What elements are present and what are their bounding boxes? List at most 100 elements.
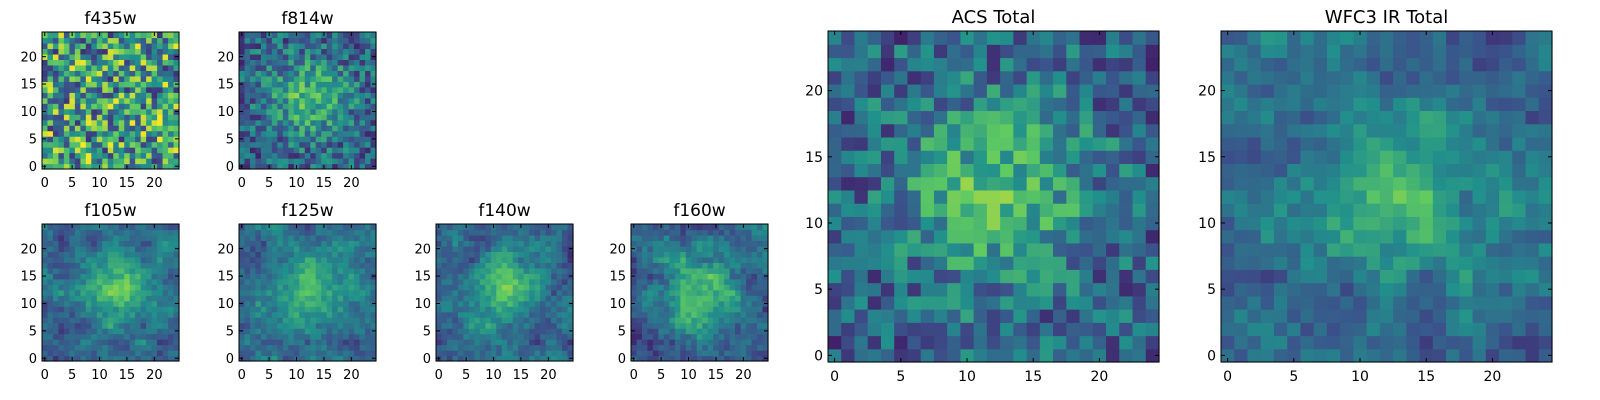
heatmap-cell — [310, 81, 317, 88]
heatmap-cell — [485, 224, 492, 231]
heatmap-cell — [113, 119, 120, 126]
heatmap-cell — [255, 229, 262, 236]
heatmap-cell — [129, 75, 136, 82]
heatmap-cell — [239, 59, 246, 66]
heatmap-cell — [124, 300, 131, 307]
heatmap-cell — [326, 300, 333, 307]
heatmap-cell — [718, 284, 725, 291]
heatmap-cell — [146, 103, 153, 110]
heatmap-cell — [85, 333, 92, 340]
heatmap-cell — [255, 295, 262, 302]
heatmap-cell — [365, 300, 372, 307]
heatmap-cell — [42, 267, 49, 274]
heatmap-cell — [512, 300, 519, 307]
heatmap-cell — [647, 251, 654, 258]
heatmap-cell — [80, 108, 87, 115]
heatmap-cell — [310, 311, 317, 318]
heatmap-cell — [762, 278, 769, 285]
heatmap-cell — [52, 32, 60, 39]
heatmap-cell — [146, 48, 153, 55]
heatmap-cell — [707, 317, 714, 324]
heatmap-cell — [146, 333, 153, 340]
heatmap-cell — [47, 339, 54, 346]
heatmap-cell — [1512, 216, 1527, 231]
heatmap-cell — [239, 130, 246, 137]
heatmap-cell — [74, 81, 81, 88]
heatmap-cell — [107, 333, 114, 340]
heatmap-cell — [490, 256, 497, 263]
heatmap-cell — [680, 355, 687, 362]
heatmap-cell — [724, 306, 731, 313]
heatmap-cell — [52, 37, 60, 44]
heatmap-cell — [52, 64, 60, 71]
heatmap-cell — [729, 317, 736, 324]
heatmap-cell — [479, 240, 486, 247]
heatmap-cell — [474, 229, 481, 236]
heatmap-cell — [370, 262, 377, 269]
heatmap-cell — [348, 136, 355, 143]
heatmap-cell — [663, 245, 670, 252]
heatmap-cell — [702, 224, 709, 231]
heatmap-cell — [441, 355, 448, 362]
heatmap-cell — [107, 75, 114, 82]
heatmap-cell — [282, 141, 289, 148]
heatmap-cell — [63, 42, 70, 50]
heatmap-cell — [315, 32, 322, 39]
heatmap-cell — [321, 114, 328, 121]
y-tick: 20 — [20, 50, 179, 65]
heatmap-cell — [490, 317, 497, 324]
heatmap-cell — [168, 355, 175, 362]
heatmap-cell — [1446, 269, 1460, 284]
heatmap-cell — [485, 317, 492, 324]
heatmap-cell — [146, 289, 153, 296]
heatmap-cell — [96, 273, 103, 280]
heatmap-cell — [534, 333, 541, 340]
heatmap-cell — [1379, 282, 1394, 297]
heatmap-cell — [304, 81, 311, 88]
heatmap-cell — [332, 108, 339, 115]
heatmap-cell — [310, 350, 317, 357]
heatmap-cell — [140, 119, 147, 126]
heatmap-cell — [757, 350, 764, 357]
heatmap-cell — [304, 42, 311, 50]
heatmap-cell — [441, 328, 448, 335]
heatmap-cell — [729, 333, 736, 340]
heatmap-cell — [135, 48, 142, 55]
heatmap-cell — [118, 125, 125, 132]
heatmap-cell — [685, 256, 692, 263]
heatmap-cell — [1485, 229, 1500, 244]
heatmap-cell — [310, 240, 317, 247]
heatmap-cell — [370, 256, 377, 263]
heatmap-cell — [162, 108, 169, 115]
heatmap-cell — [282, 64, 289, 71]
heatmap-cell — [157, 339, 164, 346]
heatmap-cell — [512, 333, 519, 340]
heatmap-cell — [685, 251, 692, 258]
heatmap-cell — [1260, 189, 1275, 204]
heatmap-cell — [124, 130, 131, 137]
heatmap-cell — [255, 328, 262, 335]
heatmap-cell — [729, 339, 736, 346]
heatmap-cell — [63, 75, 70, 82]
heatmap-cell — [151, 322, 158, 329]
heatmap-cell — [271, 322, 278, 329]
heatmap-cell — [540, 322, 547, 329]
heatmap-cell — [512, 267, 519, 274]
heatmap-cell — [239, 147, 246, 154]
heatmap-cell — [468, 322, 475, 329]
heatmap-cell — [1247, 348, 1262, 363]
heatmap-cell — [556, 317, 563, 324]
heatmap-cell — [326, 103, 333, 110]
heatmap-cell — [96, 229, 103, 236]
heatmap-cell — [757, 267, 764, 274]
heatmap-cell — [354, 229, 361, 236]
heatmap-cell — [310, 147, 317, 154]
heatmap-cell — [348, 64, 355, 71]
heatmap-cell — [326, 317, 333, 324]
heatmap-cell — [685, 289, 692, 296]
heatmap-cell — [271, 53, 278, 60]
heatmap-cell — [540, 251, 547, 258]
heatmap-cell — [463, 267, 470, 274]
heatmap-cell — [107, 130, 114, 137]
heatmap-cell — [146, 278, 153, 285]
